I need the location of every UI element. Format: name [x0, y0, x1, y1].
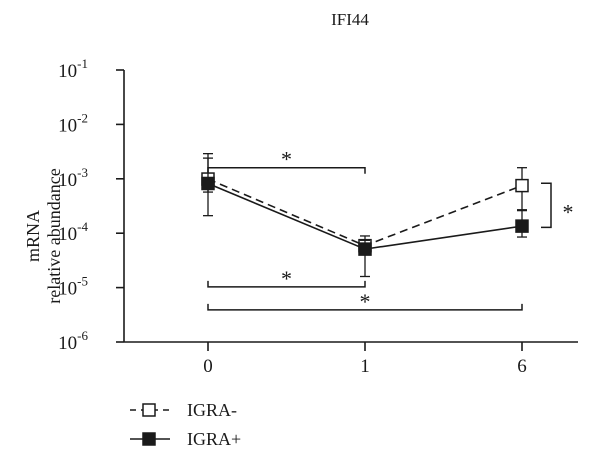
- y-tick-label-5: 10-1: [58, 56, 88, 82]
- x-tick-label-2: 6: [517, 356, 527, 377]
- legend-label: IGRA+: [187, 429, 241, 449]
- legend-label: IGRA-: [187, 400, 237, 420]
- y-ticks: 10-610-510-410-310-210-1: [58, 56, 124, 354]
- legend-marker-swatch: [142, 432, 156, 446]
- y-axis-label: mRNA relative abundance: [23, 168, 64, 303]
- significance-star-2: *: [360, 289, 371, 314]
- y-axis-label-line-2: relative abundance: [44, 168, 64, 303]
- significance-star-0: *: [281, 147, 292, 172]
- x-tick-label-1: 1: [360, 356, 370, 377]
- data-point: [201, 176, 215, 191]
- legend: IGRA- IGRA+: [130, 400, 241, 449]
- series-igra-positive: [201, 157, 529, 278]
- chart-title: IFI44: [331, 10, 369, 29]
- y-tick-label-4: 10-2: [58, 110, 88, 136]
- legend-marker-swatch: [142, 403, 156, 417]
- significance-star-1: *: [281, 266, 292, 291]
- significance-star-3: *: [563, 199, 574, 224]
- y-tick-label-0: 10-6: [58, 328, 88, 354]
- significance-bracket-2: [207, 303, 523, 311]
- data-point: [515, 219, 529, 233]
- data-point: [515, 178, 529, 193]
- legend-item-0: IGRA-: [130, 400, 237, 420]
- significance-bracket-1: [207, 280, 366, 288]
- legend-item-1: IGRA+: [130, 429, 241, 449]
- significance-bracket-3: [541, 182, 552, 229]
- x-ticks: 0 1 6: [203, 342, 527, 377]
- x-tick-label-0: 0: [203, 356, 213, 377]
- data-point: [358, 242, 372, 256]
- series-layer: [201, 152, 529, 278]
- y-axis-label-line-1: mRNA: [23, 210, 43, 262]
